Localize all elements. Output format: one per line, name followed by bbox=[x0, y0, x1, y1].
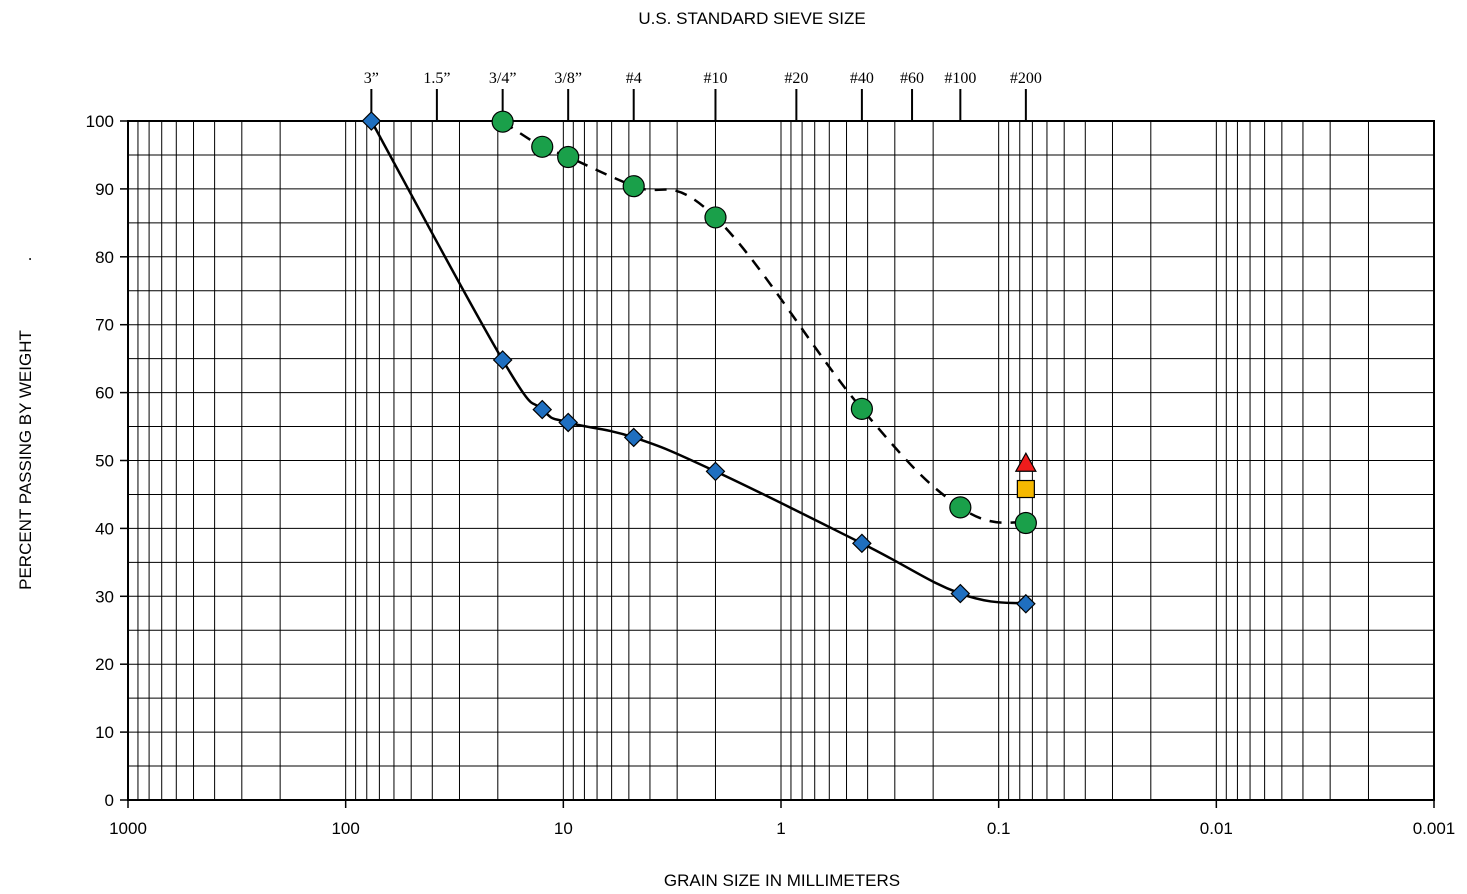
sieve-label: #20 bbox=[784, 70, 808, 87]
sieve-label: #4 bbox=[626, 70, 642, 87]
circle-marker bbox=[949, 496, 972, 519]
circle-marker bbox=[704, 206, 727, 229]
y-tick-label: 40 bbox=[95, 519, 114, 538]
chart-title: U.S. STANDARD SIEVE SIZE bbox=[638, 9, 865, 28]
y-tick-label: 20 bbox=[95, 655, 114, 674]
diamond-marker bbox=[558, 412, 579, 433]
square-marker bbox=[1016, 479, 1035, 499]
diamond-marker bbox=[705, 461, 726, 482]
y-axis-label: PERCENT PASSING BY WEIGHT bbox=[16, 330, 35, 590]
diamond-marker bbox=[852, 533, 872, 554]
diamond-marker bbox=[1016, 593, 1036, 614]
y-tick-label: 70 bbox=[95, 316, 114, 335]
x-tick-label: 10 bbox=[554, 819, 573, 838]
circle-marker bbox=[557, 145, 580, 169]
sieve-label: #200 bbox=[1010, 70, 1042, 87]
circle-marker bbox=[531, 135, 554, 158]
x-tick-label: 0.01 bbox=[1200, 819, 1233, 838]
x-tick-label: 0.001 bbox=[1413, 819, 1456, 838]
triangle-marker bbox=[1014, 451, 1037, 472]
x-tick-label: 1 bbox=[776, 819, 785, 838]
sieve-label: #60 bbox=[900, 70, 924, 87]
y-tick-label: 50 bbox=[95, 452, 114, 471]
series-line-1 bbox=[370, 120, 1027, 606]
y-tick-label: 90 bbox=[95, 180, 114, 199]
sieve-label: 1.5” bbox=[423, 70, 450, 87]
x-tick-label: 1000 bbox=[109, 819, 147, 838]
y-tick-label: 60 bbox=[95, 384, 114, 403]
y-axis-label-suffix: . bbox=[16, 257, 35, 262]
x-tick-label: 100 bbox=[331, 819, 359, 838]
diamond-marker bbox=[492, 350, 513, 370]
sieve-label: #100 bbox=[944, 70, 976, 87]
sieve-scale: 3” 1.5” 3/4” 3/8” #4 #10 #20 #40 #60 #100 #200 bbox=[364, 70, 1042, 121]
series-line-2 bbox=[501, 120, 1027, 525]
diamond-marker bbox=[361, 111, 382, 131]
axes: 0 10 20 30 40 50 60 70 80 90 100 1000 100 10 1 0.1 0.01 0… bbox=[86, 112, 1456, 838]
circle-marker bbox=[1014, 511, 1037, 535]
diamond-marker bbox=[623, 427, 644, 448]
diamond-marker bbox=[532, 399, 553, 420]
sieve-label: #40 bbox=[850, 70, 874, 87]
y-tick-label: 30 bbox=[95, 587, 114, 606]
sieve-label: 3” bbox=[364, 70, 379, 87]
sieve-label: #10 bbox=[703, 70, 727, 87]
y-tick-label: 0 bbox=[105, 791, 114, 810]
x-tick-label: 0.1 bbox=[987, 819, 1011, 838]
y-tick-label: 10 bbox=[95, 723, 114, 742]
grid bbox=[128, 120, 1435, 801]
circle-marker bbox=[622, 175, 645, 198]
y-tick-label: 80 bbox=[95, 248, 114, 267]
series bbox=[361, 110, 1037, 614]
sieve-label: 3/8” bbox=[554, 70, 582, 87]
diamond-marker bbox=[950, 583, 971, 604]
x-axis-label: GRAIN SIZE IN MILLIMETERS bbox=[664, 871, 900, 890]
sieve-label: 3/4” bbox=[489, 70, 517, 87]
circle-marker bbox=[850, 397, 873, 420]
circle-marker bbox=[491, 110, 514, 133]
y-tick-label: 100 bbox=[86, 112, 114, 131]
